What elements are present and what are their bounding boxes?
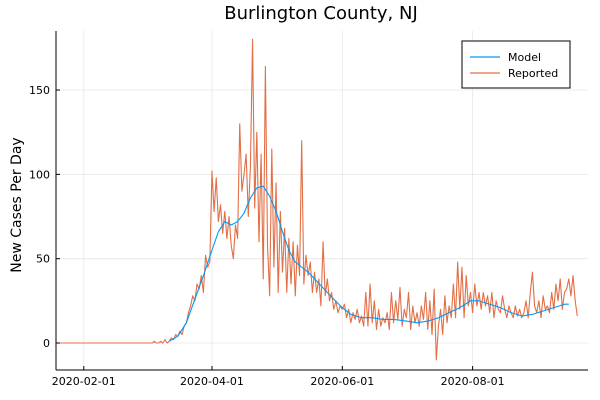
series-line-reported	[60, 38, 578, 361]
legend-label-model: Model	[508, 51, 541, 64]
x-tick-label: 2020-02-01	[52, 375, 116, 388]
legend-box	[461, 40, 571, 89]
x-tick-label: 2020-08-01	[441, 375, 505, 388]
legend-label-reported: Reported	[508, 67, 558, 80]
y-tick-label: 100	[29, 168, 50, 181]
x-tick-label: 2020-06-01	[310, 375, 374, 388]
y-tick-label: 50	[36, 253, 50, 266]
tick-labels: 2020-02-01 2020-04-01 2020-06-01 2020-08-01…	[29, 84, 505, 388]
x-tick-label: 2020-04-01	[180, 375, 244, 388]
y-tick-label: 150	[29, 84, 50, 97]
y-tick-label: 0	[43, 337, 50, 350]
y-axis-label: New Cases Per Day	[9, 137, 25, 272]
series-line-model	[168, 185, 569, 342]
series-layer	[60, 38, 578, 361]
chart-title: Burlington County, NJ	[224, 3, 418, 24]
legend: Model Reported	[461, 40, 571, 89]
